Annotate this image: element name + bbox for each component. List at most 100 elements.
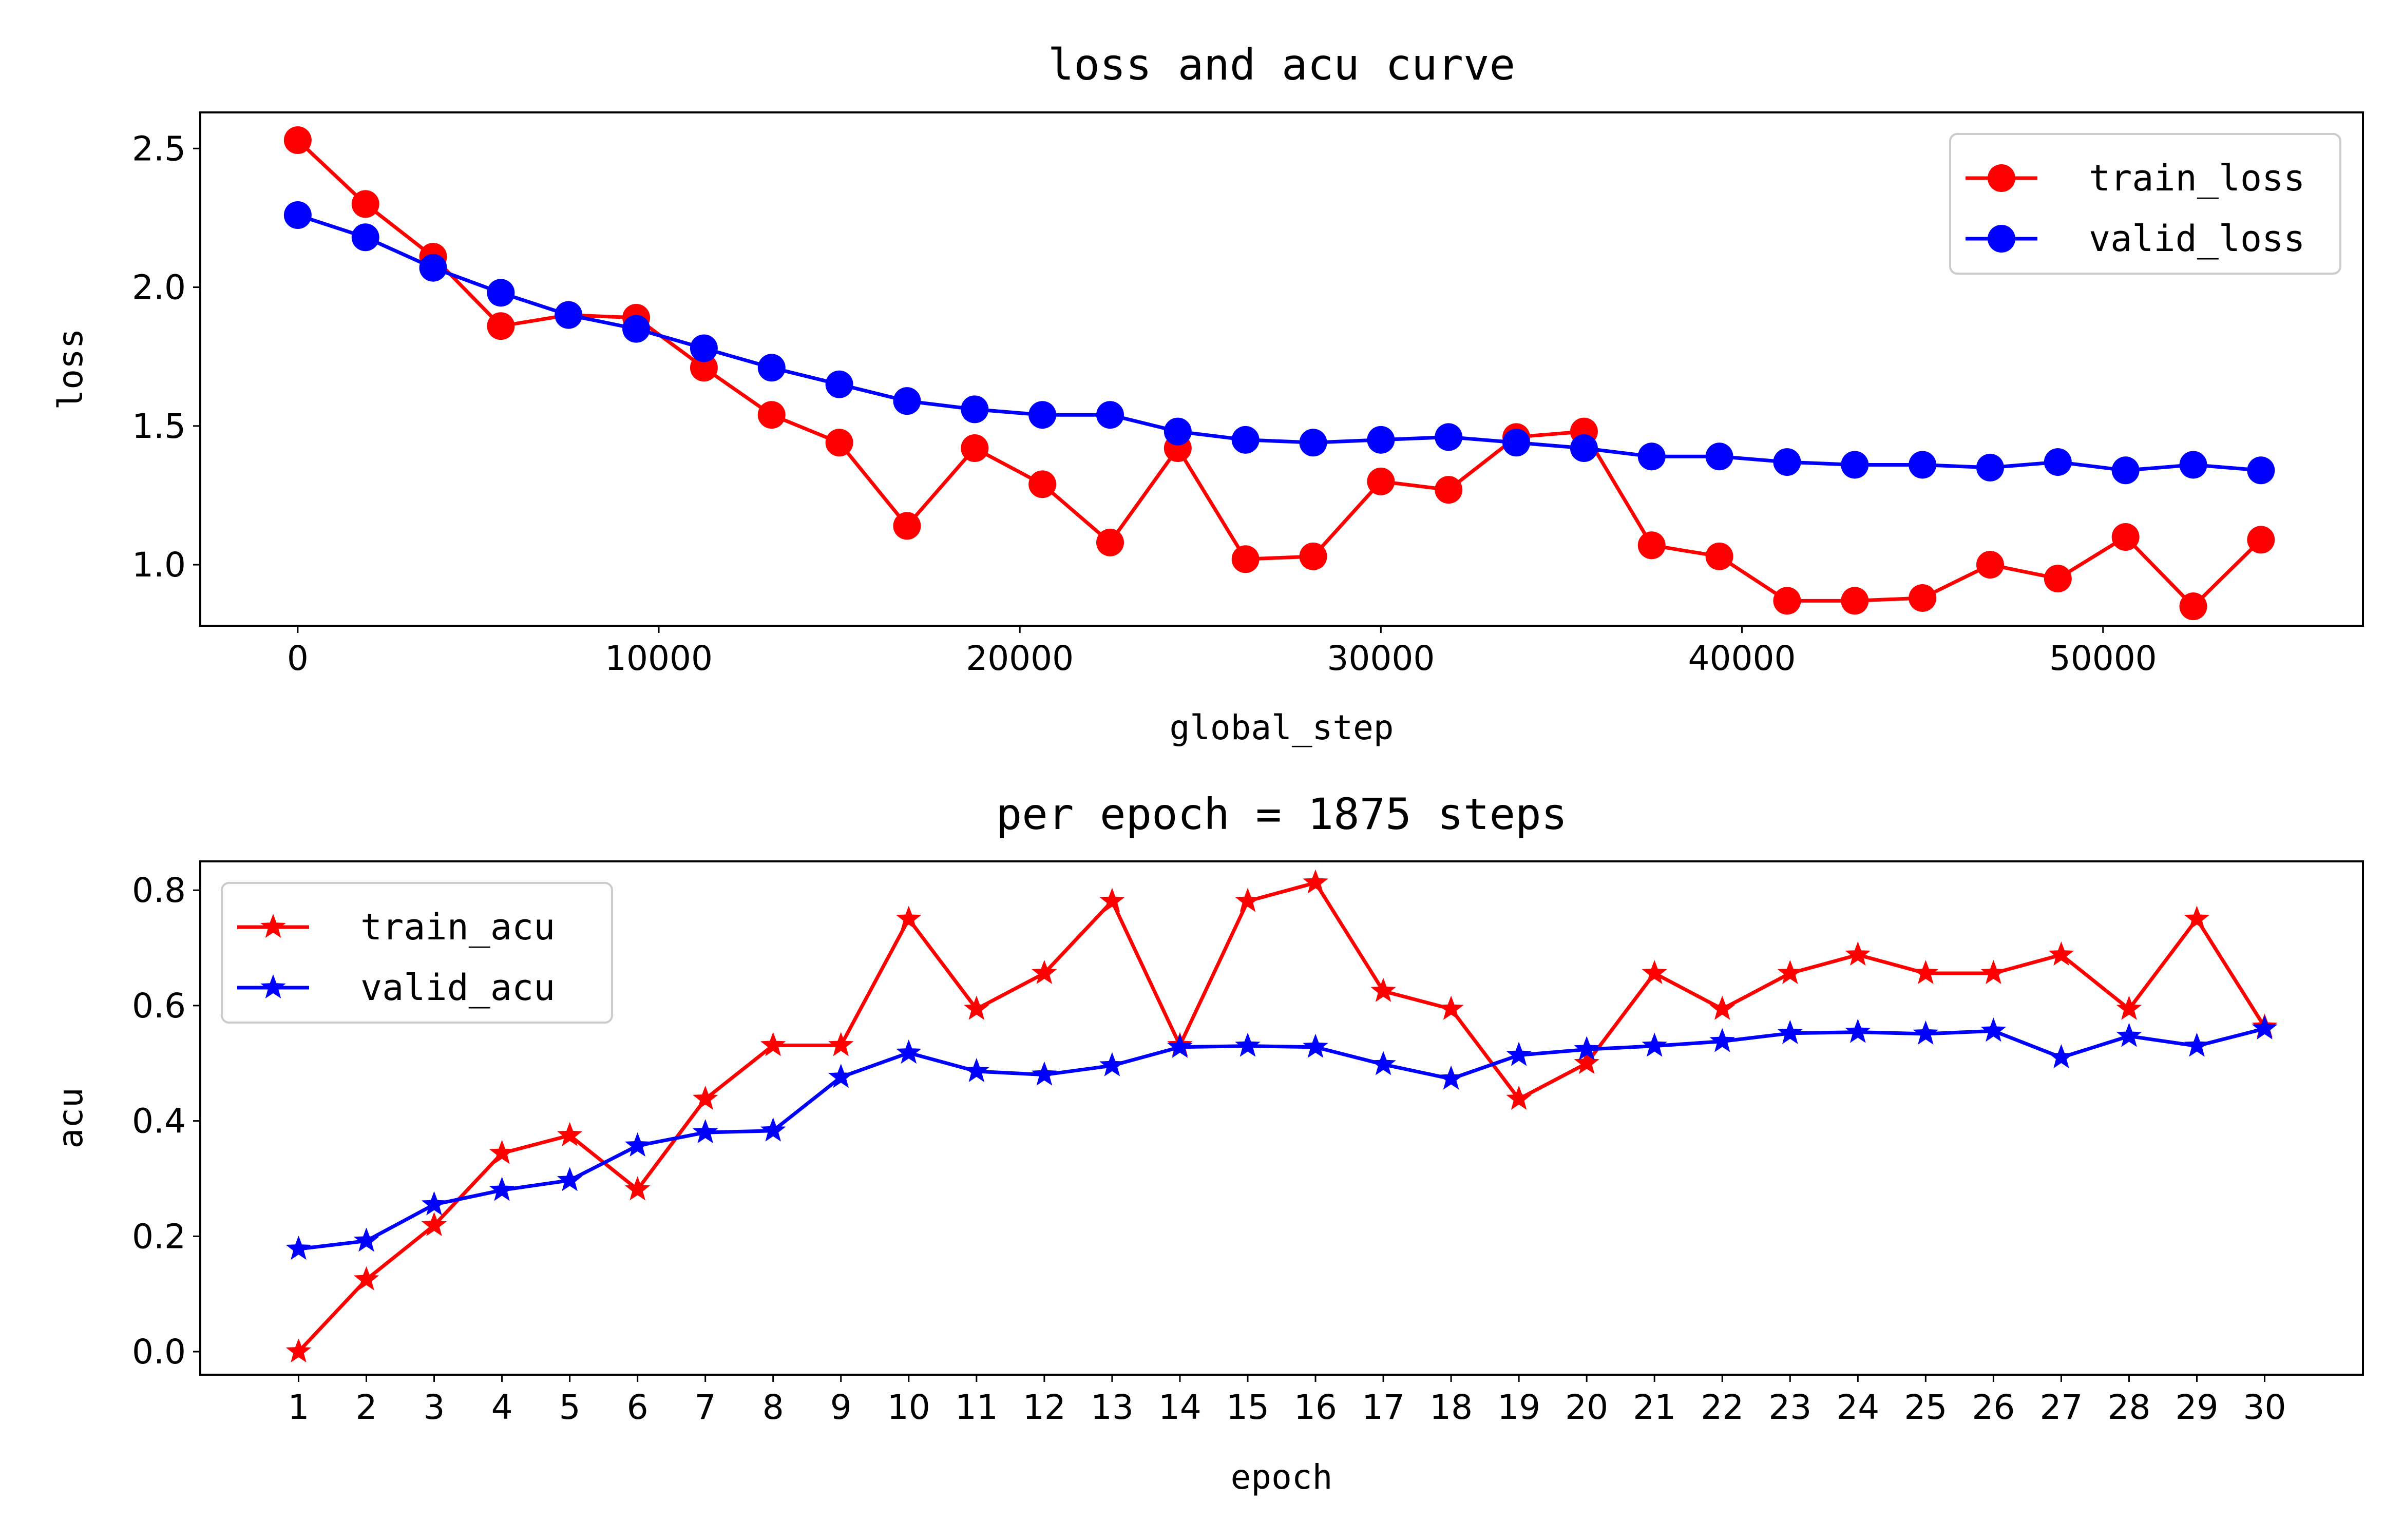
loss-x-tick-label: 40000 bbox=[1688, 639, 1796, 678]
train-acu-point bbox=[489, 1140, 515, 1164]
accuracy-x-tick-label: 29 bbox=[2176, 1388, 2219, 1427]
accuracy-x-tick-label: 14 bbox=[1158, 1388, 1202, 1427]
accuracy-y-tick-label: 0.2 bbox=[132, 1217, 186, 1256]
accuracy-x-tick-label: 1 bbox=[288, 1388, 309, 1427]
train-acu-point bbox=[1845, 941, 1871, 966]
valid-acu-point bbox=[1777, 1019, 1803, 1044]
valid-acu-point bbox=[285, 1236, 312, 1260]
train-loss-point bbox=[2179, 592, 2207, 621]
accuracy-x-tick-label: 21 bbox=[1633, 1388, 1676, 1427]
valid-acu-point bbox=[1032, 1061, 1057, 1086]
valid-loss-point bbox=[1231, 426, 1260, 454]
valid-acu-point bbox=[1845, 1018, 1871, 1043]
accuracy-legend-box bbox=[221, 882, 613, 1024]
loss-y-tick-label: 1.5 bbox=[132, 407, 186, 446]
valid-loss-point bbox=[961, 395, 989, 424]
accuracy-x-tick-label: 25 bbox=[1904, 1388, 1947, 1427]
valid-acu-point bbox=[2116, 1023, 2142, 1047]
train-loss-point bbox=[690, 354, 718, 382]
accuracy-x-tick-label: 30 bbox=[2243, 1388, 2286, 1427]
train-acu-point bbox=[353, 1266, 379, 1291]
accuracy-x-tick-label: 7 bbox=[695, 1388, 716, 1427]
accuracy-y-ticks: 0.0 0.2 0.4 0.6 0.8 bbox=[132, 871, 200, 1372]
train-acu-point bbox=[896, 906, 922, 930]
train-acu-point bbox=[1642, 960, 1667, 984]
train-acu-point bbox=[1099, 888, 1125, 912]
valid-loss-point bbox=[1909, 451, 1937, 479]
accuracy-x-tick-label: 13 bbox=[1091, 1388, 1134, 1427]
accuracy-x-tick-label: 3 bbox=[424, 1388, 445, 1427]
valid-loss-point bbox=[757, 354, 786, 382]
train-loss-point bbox=[283, 126, 312, 155]
train-acu-line bbox=[297, 881, 2266, 1353]
valid-loss-point bbox=[690, 334, 718, 362]
train-loss-point bbox=[1028, 470, 1057, 498]
valid-loss-point bbox=[283, 201, 312, 229]
train-loss-point bbox=[1909, 584, 1937, 612]
valid-loss-point bbox=[1096, 401, 1124, 429]
valid-loss-legend-label: valid_loss bbox=[2089, 218, 2305, 260]
train-acu-point bbox=[828, 1032, 854, 1056]
loss-series bbox=[283, 126, 2275, 621]
valid-acu-legend-marker bbox=[260, 974, 286, 998]
train-loss-point bbox=[2111, 523, 2140, 551]
train-loss-point bbox=[487, 312, 515, 340]
train-acu-point bbox=[2116, 995, 2142, 1020]
train-loss-legend-marker bbox=[1988, 164, 2015, 192]
accuracy-legend: train_acu valid_acu bbox=[221, 882, 613, 1024]
train-acu-point bbox=[421, 1212, 447, 1236]
train-loss-point bbox=[1231, 545, 1260, 573]
accuracy-y-tick-label: 0.4 bbox=[132, 1102, 186, 1141]
train-acu-point bbox=[964, 995, 989, 1020]
valid-loss-point bbox=[622, 315, 651, 343]
loss-x-ticks: 0 10000 20000 30000 40000 50000 bbox=[287, 626, 2157, 678]
valid-loss-point bbox=[555, 301, 583, 329]
valid-acu-point bbox=[693, 1119, 718, 1144]
valid-loss-point bbox=[487, 279, 515, 307]
train-loss-point bbox=[961, 434, 989, 463]
loss-legend: train_loss valid_loss bbox=[1949, 133, 2341, 275]
loss-x-tick-label: 0 bbox=[287, 639, 309, 678]
accuracy-x-tick-label: 4 bbox=[491, 1388, 513, 1427]
valid-loss-point bbox=[1028, 401, 1057, 429]
train-acu-legend-marker bbox=[260, 914, 286, 938]
valid-acu-point bbox=[2184, 1032, 2210, 1057]
accuracy-x-tick-label: 16 bbox=[1294, 1388, 1337, 1427]
valid-acu-point bbox=[1167, 1033, 1193, 1058]
accuracy-x-tick-label: 23 bbox=[1768, 1388, 1811, 1427]
train-loss-point bbox=[1705, 542, 1733, 570]
valid-loss-point bbox=[1367, 426, 1395, 454]
loss-chart: loss and acu curve 0 10000 20000 30000 40000… bbox=[51, 40, 2364, 747]
train-loss-point bbox=[825, 429, 853, 457]
train-acu-point bbox=[1438, 995, 1464, 1020]
accuracy-x-tick-label: 11 bbox=[955, 1388, 998, 1427]
loss-y-axis-label: loss bbox=[51, 329, 90, 410]
train-loss-point bbox=[1299, 542, 1327, 570]
train-acu-point bbox=[1709, 995, 1735, 1020]
train-loss-point bbox=[1435, 476, 1463, 504]
valid-loss-point bbox=[1299, 429, 1327, 457]
valid-acu-point bbox=[1099, 1052, 1125, 1076]
valid-acu-point bbox=[760, 1117, 786, 1142]
valid-loss-point bbox=[1773, 448, 1801, 476]
valid-acu-point bbox=[1235, 1032, 1261, 1057]
loss-x-tick-label: 30000 bbox=[1327, 639, 1435, 678]
train-loss-point bbox=[2044, 565, 2072, 593]
valid-acu-point bbox=[1980, 1017, 2007, 1042]
valid-loss-point bbox=[1976, 453, 2004, 482]
train-loss-point bbox=[1096, 528, 1124, 556]
train-acu-point bbox=[1777, 960, 1803, 984]
train-acu-point bbox=[557, 1122, 583, 1146]
accuracy-x-tick-label: 10 bbox=[887, 1388, 930, 1427]
train-loss-point bbox=[1976, 551, 2004, 579]
accuracy-y-tick-label: 0.8 bbox=[132, 871, 186, 910]
loss-y-tick-label: 1.0 bbox=[132, 545, 186, 585]
valid-loss-point bbox=[1841, 451, 1869, 479]
valid-acu-line bbox=[298, 1027, 2265, 1251]
loss-y-tick-label: 2.5 bbox=[132, 129, 186, 168]
valid-loss-point bbox=[825, 370, 853, 398]
valid-acu-point bbox=[828, 1064, 854, 1088]
loss-chart-title: loss and acu curve bbox=[1048, 40, 1515, 90]
accuracy-x-tick-label: 12 bbox=[1023, 1388, 1066, 1427]
